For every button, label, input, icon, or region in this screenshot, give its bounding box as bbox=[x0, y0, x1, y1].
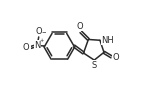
Text: NH: NH bbox=[101, 36, 114, 45]
Text: O: O bbox=[77, 22, 83, 31]
Text: +: + bbox=[40, 38, 44, 43]
Text: O: O bbox=[35, 27, 42, 36]
Text: −: − bbox=[41, 29, 46, 34]
Text: O: O bbox=[23, 43, 29, 52]
Text: N: N bbox=[34, 41, 40, 50]
Text: O: O bbox=[112, 53, 119, 62]
Text: S: S bbox=[92, 61, 97, 70]
